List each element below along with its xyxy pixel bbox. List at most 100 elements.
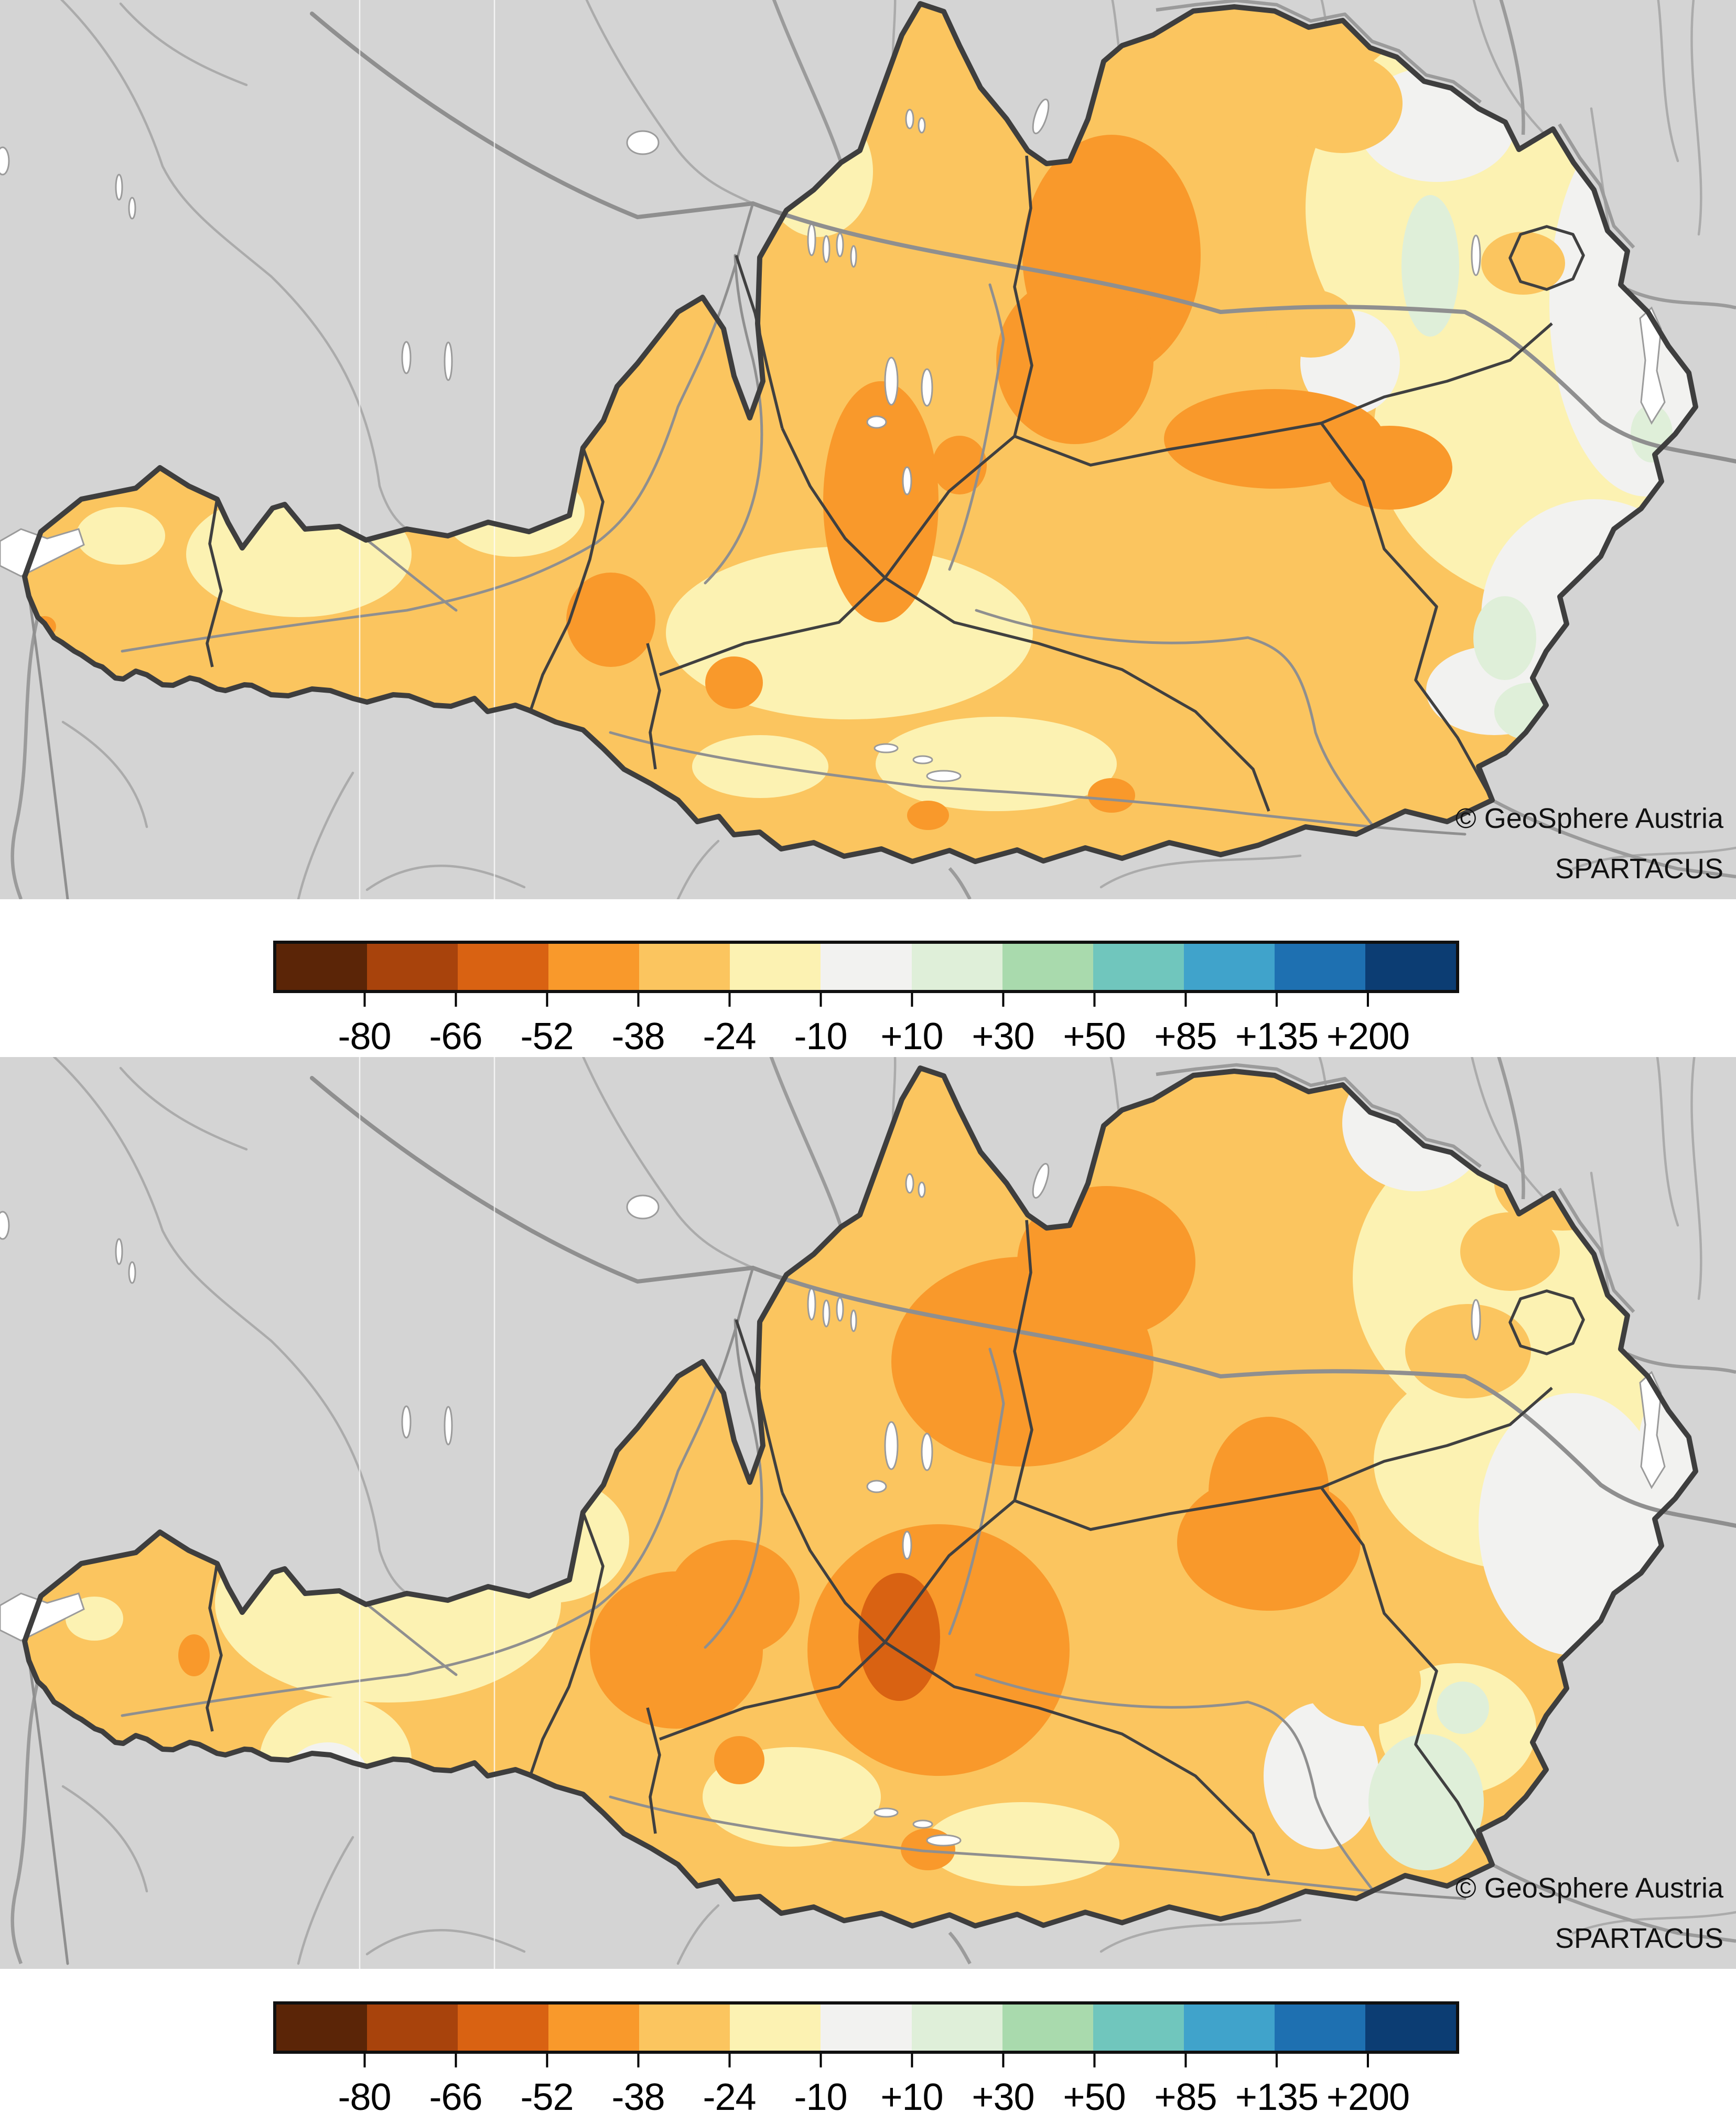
colorbar-tick: -38	[611, 2054, 665, 2119]
colorbar-tick: +85	[1154, 993, 1217, 1058]
map-canvas-top	[0, 0, 1736, 899]
colorbar-tick: -80	[338, 2054, 392, 2119]
tick-mark	[910, 2054, 913, 2067]
colorbar-segment	[1274, 2005, 1365, 2051]
tick-mark	[637, 993, 639, 1007]
tick-mark	[910, 993, 913, 1007]
colorbar-tick: -66	[429, 993, 483, 1058]
tick-mark	[820, 993, 822, 1007]
map-canvas-bottom	[0, 1057, 1736, 1969]
colorbar	[273, 941, 1459, 993]
colorbar-segment	[1093, 944, 1184, 990]
tick-label: +50	[1063, 2076, 1126, 2118]
colorbar-segment	[1274, 944, 1365, 990]
tick-mark	[546, 2054, 548, 2067]
colorbar-segment	[276, 2005, 368, 2051]
colorbar-segment	[458, 944, 549, 990]
tick-mark	[728, 2054, 730, 2067]
tick-mark	[455, 993, 457, 1007]
colorbar-tick: +10	[880, 2054, 944, 2119]
colorbar-tick: +50	[1063, 993, 1126, 1058]
colorbar-segment	[367, 944, 458, 990]
tick-label: -52	[520, 1016, 574, 1058]
colorbar-tick: +30	[972, 2054, 1035, 2119]
colorbar-segment	[639, 944, 730, 990]
colorbar-segment	[821, 944, 912, 990]
colorbar-segment	[548, 2005, 640, 2051]
colorbar-tick: +85	[1154, 2054, 1217, 2119]
colorbar-segment	[548, 944, 640, 990]
colorbar-segment	[1365, 2005, 1457, 2051]
tick-mark	[1093, 2054, 1095, 2067]
colorbar-segment	[276, 944, 368, 990]
attribution-dataset: SPARTACUS	[1555, 853, 1723, 885]
colorbar-segment	[1183, 944, 1275, 990]
tick-mark	[637, 2054, 639, 2067]
colorbar-ticks: -80 -66 -52 -38 -24 -10 +10 +30 +50 +85 +135 +200	[273, 2054, 1459, 2122]
colorbar-tick: +30	[972, 993, 1035, 1058]
colorbar-segment	[730, 944, 821, 990]
tick-label: +200	[1326, 1016, 1410, 1058]
colorbar-segment	[1183, 2005, 1275, 2051]
colorbar-tick: -38	[611, 993, 665, 1058]
tick-mark	[1001, 2054, 1004, 2067]
tick-label: +10	[880, 2076, 943, 2118]
tick-mark	[455, 2054, 457, 2067]
tick-label: +10	[880, 1016, 943, 1058]
tick-label: -10	[794, 2076, 847, 2118]
colorbar-tick: +135	[1235, 993, 1319, 1058]
tick-label: +30	[972, 2076, 1034, 2118]
tick-mark	[1367, 993, 1369, 1007]
tick-label: +135	[1235, 2076, 1319, 2118]
colorbar-tick: -24	[703, 2054, 757, 2119]
map-attribution: © GeoSphere Austria SPARTACUS	[1455, 793, 1723, 894]
tick-label: -80	[338, 2076, 391, 2118]
colorbar-tick: -24	[703, 993, 757, 1058]
colorbar-legend-top: -80 -66 -52 -38 -24 -10 +10 +30 +50 +85 +135 +200	[273, 941, 1459, 1062]
map-attribution: © GeoSphere Austria SPARTACUS	[1455, 1863, 1723, 1964]
colorbar-segment	[730, 2005, 821, 2051]
attribution-copyright: © GeoSphere Austria	[1455, 1872, 1723, 1904]
attribution-copyright: © GeoSphere Austria	[1455, 802, 1723, 834]
tick-mark	[1184, 993, 1187, 1007]
tick-mark	[1184, 2054, 1187, 2067]
tick-label: -80	[338, 1016, 391, 1058]
tick-mark	[363, 993, 365, 1007]
colorbar-tick: -52	[520, 993, 574, 1058]
colorbar-tick: +10	[880, 993, 944, 1058]
tick-label: +200	[1326, 2076, 1410, 2118]
tick-label: +135	[1235, 1016, 1319, 1058]
tick-mark	[1001, 993, 1004, 1007]
tick-label: +85	[1154, 1016, 1217, 1058]
colorbar-segment	[458, 2005, 549, 2051]
tick-label: -24	[703, 2076, 756, 2118]
attribution-dataset: SPARTACUS	[1555, 1922, 1723, 1954]
colorbar	[273, 2001, 1459, 2054]
tick-label: -24	[703, 1016, 756, 1058]
tick-mark	[820, 2054, 822, 2067]
tick-label: -66	[429, 1016, 482, 1058]
tick-label: -52	[520, 2076, 574, 2118]
tick-mark	[1276, 2054, 1278, 2067]
tick-label: -38	[611, 1016, 665, 1058]
map-panel-bottom: © GeoSphere Austria SPARTACUS	[0, 1057, 1736, 1969]
tick-label: -38	[611, 2076, 665, 2118]
colorbar-tick: +200	[1326, 2054, 1410, 2119]
colorbar-segment	[367, 2005, 458, 2051]
colorbar-tick: -52	[520, 2054, 574, 2119]
colorbar-segment	[911, 944, 1002, 990]
tick-label: +50	[1063, 1016, 1126, 1058]
tick-mark	[1093, 993, 1095, 1007]
colorbar-segment	[1002, 944, 1093, 990]
colorbar-segment	[1093, 2005, 1184, 2051]
colorbar-tick: +135	[1235, 2054, 1319, 2119]
colorbar-tick: -80	[338, 993, 392, 1058]
colorbar-tick: +200	[1326, 993, 1410, 1058]
colorbar-legend-bottom: -80 -66 -52 -38 -24 -10 +10 +30 +50 +85 +135 +200	[273, 2001, 1459, 2123]
tick-label: +30	[972, 1016, 1034, 1058]
colorbar-tick: -10	[794, 2054, 848, 2119]
colorbar-tick: +50	[1063, 2054, 1126, 2119]
colorbar-tick: -66	[429, 2054, 483, 2119]
colorbar-tick: -10	[794, 993, 848, 1058]
